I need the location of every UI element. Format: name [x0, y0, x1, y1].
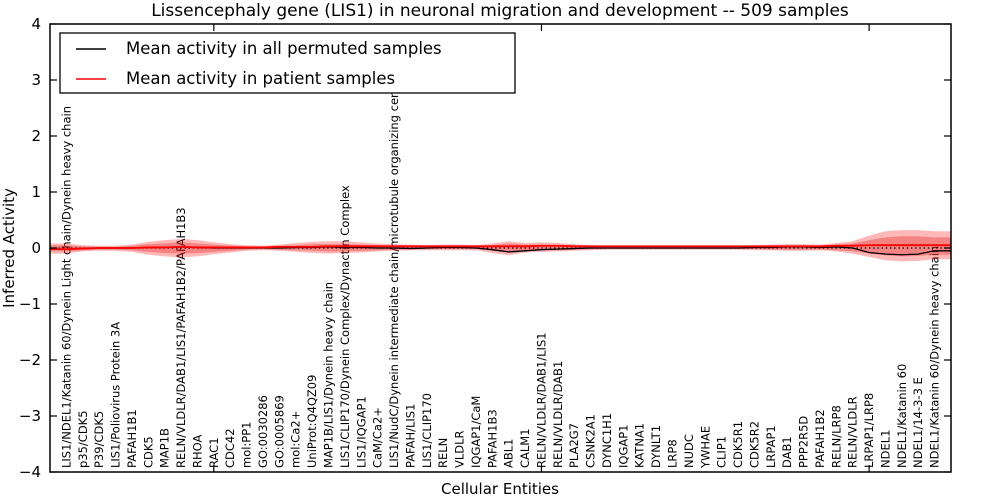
x-tick-label: RELN	[436, 438, 450, 468]
x-tick-label: CDK5R2	[747, 421, 761, 468]
x-tick-label: CLIP1	[715, 436, 729, 468]
x-tick-label: DYNC1H1	[600, 413, 614, 468]
x-tick-label: GO:0005869	[272, 395, 286, 468]
x-tick-label: LIS1/NudC/Dynein intermediate chain/micr…	[387, 74, 401, 468]
legend: Mean activity in all permuted samples Me…	[59, 32, 516, 94]
x-tick-label: NDEL1/Katanin 60/Dynein heavy chain	[928, 246, 942, 468]
x-tick-label: NDEL1/14-3-3 E	[911, 377, 925, 468]
legend-patient-label: Mean activity in patient samples	[126, 69, 395, 88]
y-tick-label: −1	[19, 295, 41, 313]
x-tick-label: LRP8	[666, 439, 680, 468]
x-tick-label: KATNA1	[633, 423, 647, 468]
x-tick-label: LIS1/NDEL1/Katanin 60/Dynein Light chain…	[59, 106, 73, 468]
x-tick-label: NDEL1	[878, 430, 892, 468]
x-tick-label: RELN/VLDLR/DAB1/LIS1	[534, 332, 548, 468]
x-tick-label: PPP2R5D	[797, 416, 811, 468]
chart-title: Lissencephaly gene (LIS1) in neuronal mi…	[151, 1, 849, 21]
x-tick-label: LIS1/IQGAP1	[354, 396, 368, 468]
x-tick-label: CALM1	[518, 428, 532, 468]
y-tick-label: 0	[31, 239, 41, 257]
x-tick-label: DAB1	[780, 436, 794, 468]
x-tick-label: P39/CDK5	[92, 411, 106, 468]
x-tick-label: PAFAH/LIS1	[403, 404, 417, 468]
x-tick-label: p35/CDK5	[76, 410, 90, 468]
x-tick-label: YWHAE	[698, 426, 712, 469]
x-tick-label: LIS1/Poliovirus Protein 3A	[109, 322, 123, 468]
y-tick-label: 2	[31, 127, 41, 145]
legend-permuted-label: Mean activity in all permuted samples	[126, 39, 442, 58]
x-tick-label: RELN/VLDLR/DAB1/LIS1/PAFAH1B2/PAFAH1B3	[174, 207, 188, 468]
x-tick-label: CSNK2A1	[584, 414, 598, 468]
patient-mean-line	[50, 244, 951, 251]
y-tick-label: −4	[19, 463, 41, 481]
x-tick-label: LIS1/CLIP170/Dynein Complex/Dynactin Com…	[338, 185, 352, 468]
y-tick-label: 1	[31, 183, 41, 201]
x-tick-label: RELN/VLDLR	[846, 396, 860, 468]
x-tick-label: LRPAP1/LRP8	[862, 393, 876, 468]
x-tick-label: DYNLT1	[649, 425, 663, 468]
x-tick-label: IQGAP1/CaM	[469, 396, 483, 468]
x-tick-label: RELN/VLDLR/DAB1	[551, 361, 565, 468]
x-tick-label: UniProt:Q4QZ09	[305, 375, 319, 468]
x-tick-label: PAFAH1B1	[125, 409, 139, 468]
x-tick-label: ABL1	[502, 439, 516, 468]
x-tick-label: RAC1	[207, 437, 221, 468]
x-tick-label: GO:0030286	[256, 395, 270, 468]
x-tick-label: VLDLR	[453, 430, 467, 468]
y-tick-label: −3	[19, 407, 41, 425]
plot-graphics	[50, 230, 951, 262]
x-tick-label: PLA2G7	[567, 423, 581, 468]
x-tick-label: MAP1B	[158, 428, 172, 468]
y-tick-label: −2	[19, 351, 41, 369]
legend-box	[59, 32, 516, 94]
y-tick-label: 3	[31, 71, 41, 89]
x-tick-label: NUDC	[682, 434, 696, 468]
x-tick-label: PAFAH1B3	[485, 409, 499, 468]
x-tick-label: CaM/Ca2+	[371, 407, 385, 468]
x-tick-label: mol:PP1	[240, 422, 254, 469]
x-tick-label: IQGAP1	[616, 425, 630, 468]
x-axis-label: Cellular Entities	[441, 480, 559, 498]
x-tick-labels: LIS1/NDEL1/Katanin 60/Dynein Light chain…	[59, 74, 941, 469]
x-tick-label: CDK5R1	[731, 421, 745, 468]
axes: 4 3 2 1 0 −1 −2 −3 −4	[19, 15, 952, 481]
x-tick-label: LRPAP1	[764, 425, 778, 468]
x-tick-label: CDC42	[223, 428, 237, 468]
x-tick-label: CDK5	[141, 436, 155, 468]
x-tick-label: RHOA	[190, 435, 204, 468]
x-tick-label: mol:Ca2+	[289, 411, 303, 468]
x-tick-label: PAFAH1B2	[813, 409, 827, 468]
x-tick-label: MAP1B/LIS1/Dynein heavy chain	[321, 282, 335, 468]
y-axis-label: Inferred Activity	[0, 188, 18, 308]
y-tick-label: 4	[31, 15, 41, 33]
x-tick-label: NDEL1/Katanin 60	[895, 364, 909, 468]
x-tick-label: RELN/LRP8	[829, 405, 843, 468]
x-tick-label: LIS1/CLIP170	[420, 393, 434, 468]
